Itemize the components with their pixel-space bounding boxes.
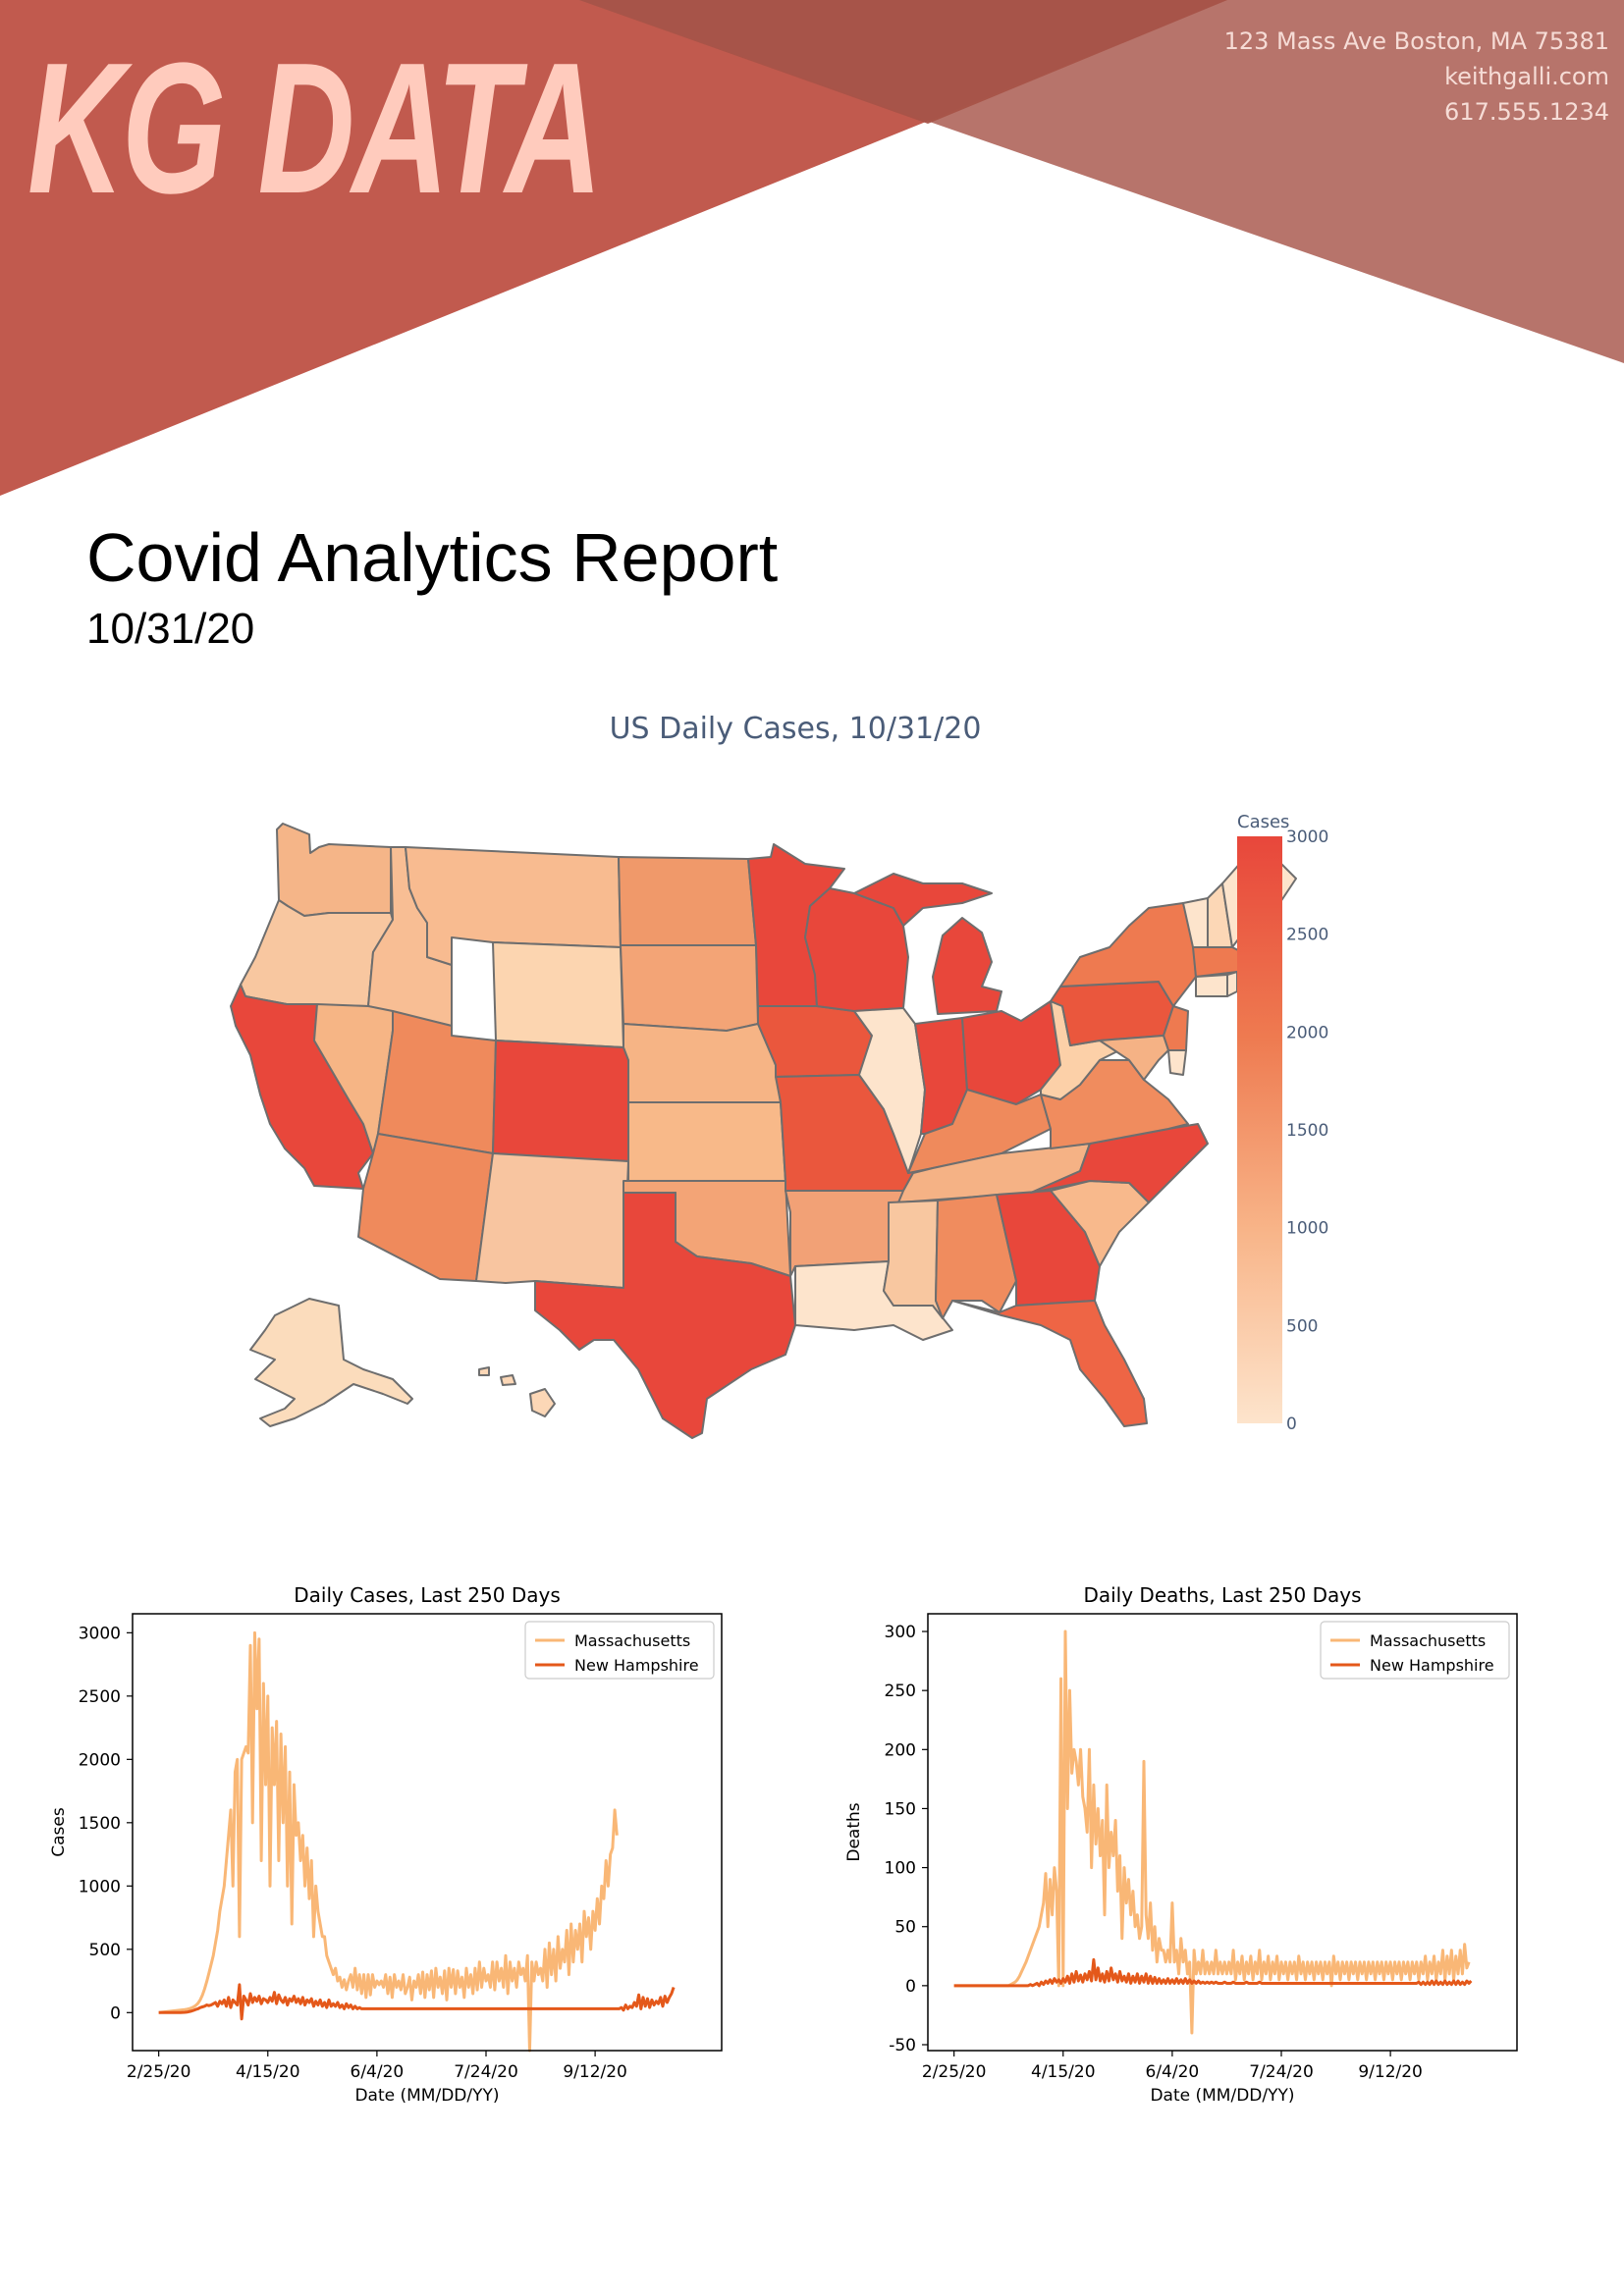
state-rhode-island[interactable]: [1226, 971, 1238, 997]
legend-label: Massachusetts: [574, 1631, 690, 1650]
state-hawaii[interactable]: [529, 1388, 556, 1417]
report-date: 10/31/20: [86, 605, 255, 653]
colorbar-tick-label: 2000: [1286, 1023, 1328, 1042]
contact-phone: 617.555.1234: [1444, 98, 1609, 126]
y-tick-label: 100: [885, 1859, 916, 1879]
state-maryland[interactable]: [1099, 1035, 1169, 1081]
y-tick-label: 300: [885, 1623, 916, 1642]
y-tick-label: 200: [885, 1740, 916, 1760]
y-tick-label: 250: [885, 1682, 916, 1701]
x-tick-label: 7/24/20: [454, 2062, 518, 2082]
series-line-massachusetts: [158, 1630, 619, 2053]
state-alaska[interactable]: [249, 1298, 413, 1427]
state-utah[interactable]: [377, 1010, 497, 1154]
state-hawaii-maui[interactable]: [500, 1374, 516, 1386]
contact-block: 123 Mass Ave Boston, MA 75381 keithgalli…: [1224, 24, 1609, 130]
series-line-massachusetts: [953, 1629, 1471, 2035]
plot-frame: [927, 1613, 1518, 2052]
y-tick-label: 2000: [79, 1750, 121, 1770]
x-tick-label: 7/24/20: [1249, 2062, 1314, 2082]
state-wisconsin[interactable]: [804, 887, 909, 1012]
report-title: Covid Analytics Report: [86, 519, 779, 596]
x-tick-label: 9/12/20: [1358, 2062, 1423, 2082]
state-colorado[interactable]: [492, 1040, 629, 1162]
state-wyoming[interactable]: [492, 941, 624, 1048]
y-tick-label: 50: [894, 1918, 916, 1938]
chart-daily-deaths: Daily Deaths, Last 250 Days -50 0 50 100 150 2…: [844, 1583, 1518, 2106]
state-florida[interactable]: [951, 1300, 1148, 1427]
banner-shape-main: [0, 0, 1227, 496]
colorbar-tick-label: 500: [1286, 1316, 1318, 1336]
colorbar-title: Cases: [1237, 812, 1289, 832]
state-north-carolina[interactable]: [1030, 1123, 1209, 1203]
colorbar-tick-label: 1000: [1286, 1219, 1328, 1239]
state-nebraska[interactable]: [623, 1023, 782, 1103]
chart-daily-cases: Daily Cases, Last 250 Days 0 500 1000 1500 20…: [49, 1583, 723, 2106]
series-line-new-hampshire: [953, 1957, 1473, 1988]
state-mississippi[interactable]: [883, 1200, 944, 1319]
x-tick-label: 6/4/20: [351, 2062, 405, 2082]
x-axis-label: Date (MM/DD/YY): [1150, 2086, 1294, 2106]
state-connecticut[interactable]: [1195, 974, 1228, 997]
state-michigan-upper[interactable]: [853, 873, 993, 927]
chart-title: Daily Cases, Last 250 Days: [294, 1583, 561, 1607]
state-washington[interactable]: [276, 823, 392, 917]
colorbar-tick-label: 0: [1286, 1415, 1297, 1434]
y-tick-label: 0: [110, 2003, 121, 2023]
y-tick-label: 150: [885, 1799, 916, 1819]
chart-title: Daily Deaths, Last 250 Days: [1083, 1583, 1361, 1607]
us-map: Cases 3000 2500 2000 1500 1000 500 0: [230, 812, 1328, 1439]
plot-frame: [132, 1613, 723, 2052]
map-title: US Daily Cases, 10/31/20: [609, 712, 982, 746]
state-texas[interactable]: [534, 1192, 796, 1439]
header-banner: [0, 0, 1624, 496]
contact-address: 123 Mass Ave Boston, MA 75381: [1223, 27, 1609, 55]
state-michigan[interactable]: [932, 917, 1002, 1015]
state-arizona[interactable]: [357, 1133, 494, 1282]
y-tick-label: -50: [889, 2036, 916, 2056]
y-tick-label: 3000: [79, 1624, 121, 1643]
x-axis-label: Date (MM/DD/YY): [354, 2086, 499, 2106]
state-new-mexico[interactable]: [475, 1152, 629, 1289]
x-tick-label: 2/25/20: [127, 2062, 191, 2082]
state-kansas[interactable]: [627, 1101, 786, 1182]
y-axis-label: Cases: [49, 1807, 69, 1857]
state-south-dakota[interactable]: [620, 944, 759, 1032]
legend-label: New Hampshire: [574, 1656, 699, 1675]
y-tick-label: 1500: [79, 1814, 121, 1834]
state-iowa[interactable]: [757, 1005, 873, 1078]
colorbar-tick-label: 2500: [1286, 926, 1328, 945]
contact-website[interactable]: keithgalli.com: [1444, 63, 1609, 90]
x-tick-label: 2/25/20: [922, 2062, 987, 2082]
legend-label: Massachusetts: [1370, 1631, 1486, 1650]
x-tick-label: 4/15/20: [1031, 2062, 1096, 2082]
x-tick-label: 4/15/20: [236, 2062, 300, 2082]
state-hawaii-oahu[interactable]: [478, 1366, 490, 1376]
banner-shape-overlap: [579, 0, 1227, 124]
colorbar-tick-label: 1500: [1286, 1121, 1328, 1141]
legend-box: [524, 1621, 715, 1680]
us-map-figure: Cases 3000 2500 2000 1500 1000 500 0 US Daily …: [216, 712, 1571, 1458]
legend-label: New Hampshire: [1370, 1656, 1494, 1675]
y-axis-label: Deaths: [844, 1802, 864, 1861]
y-tick-label: 500: [89, 1941, 121, 1960]
legend-box: [1320, 1621, 1510, 1680]
series-line-new-hampshire: [158, 1983, 676, 2021]
colorbar-tick-label: 3000: [1286, 828, 1328, 847]
state-delaware[interactable]: [1167, 1049, 1187, 1076]
y-tick-label: 1000: [79, 1877, 121, 1896]
y-tick-label: 0: [905, 1977, 916, 1997]
y-tick-label: 2500: [79, 1687, 121, 1707]
colorbar: [1237, 836, 1282, 1423]
brand-logo: KG DATA: [27, 25, 603, 233]
x-tick-label: 9/12/20: [563, 2062, 627, 2082]
state-north-dakota[interactable]: [618, 856, 757, 946]
x-tick-label: 6/4/20: [1146, 2062, 1200, 2082]
